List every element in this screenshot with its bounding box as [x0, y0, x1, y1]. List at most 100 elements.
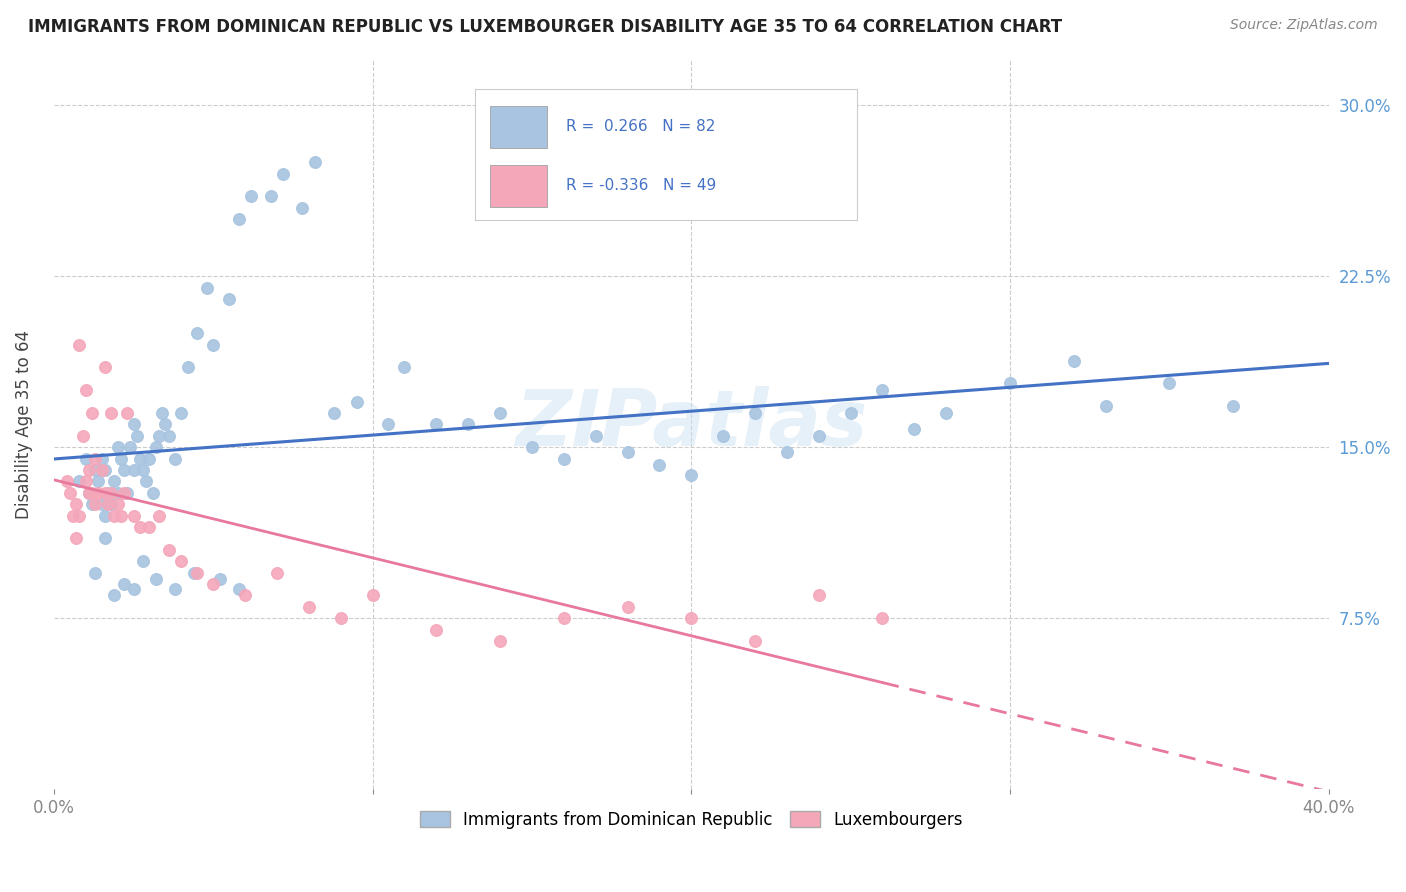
Point: [323, 406, 346, 420]
Point: [377, 417, 399, 432]
Point: [103, 589, 125, 603]
Point: [148, 429, 170, 443]
Point: [425, 623, 447, 637]
Point: [110, 451, 132, 466]
Point: [100, 406, 122, 420]
Legend: Immigrants from Dominican Republic, Luxembourgers: Immigrants from Dominican Republic, Luxe…: [413, 805, 969, 836]
Point: [585, 429, 607, 443]
Point: [1159, 376, 1181, 391]
Point: [839, 406, 862, 420]
Text: Source: ZipAtlas.com: Source: ZipAtlas.com: [1230, 18, 1378, 32]
Point: [176, 360, 198, 375]
Point: [87, 475, 110, 489]
Point: [1063, 353, 1085, 368]
Point: [132, 554, 155, 568]
Point: [94, 508, 117, 523]
Point: [110, 508, 132, 523]
Point: [202, 337, 225, 351]
Point: [346, 394, 368, 409]
Point: [304, 155, 326, 169]
Point: [195, 280, 218, 294]
Point: [94, 360, 117, 375]
Point: [266, 566, 288, 580]
Point: [394, 360, 416, 375]
Point: [361, 589, 384, 603]
Point: [259, 189, 281, 203]
Point: [170, 406, 193, 420]
Point: [648, 458, 671, 473]
Point: [80, 497, 103, 511]
Point: [115, 485, 138, 500]
Y-axis label: Disability Age 35 to 64: Disability Age 35 to 64: [15, 330, 32, 519]
Point: [298, 599, 321, 614]
Point: [112, 463, 135, 477]
Point: [681, 467, 703, 482]
Point: [67, 508, 90, 523]
Point: [94, 485, 117, 500]
Point: [115, 406, 138, 420]
Point: [122, 582, 145, 596]
Point: [520, 440, 543, 454]
Point: [202, 577, 225, 591]
Point: [65, 497, 87, 511]
Point: [872, 611, 894, 625]
Point: [59, 485, 82, 500]
Point: [90, 497, 112, 511]
Point: [186, 326, 208, 341]
Point: [150, 406, 173, 420]
Point: [84, 463, 107, 477]
Point: [90, 463, 112, 477]
Point: [157, 542, 180, 557]
Point: [553, 451, 575, 466]
Point: [128, 451, 150, 466]
Point: [998, 376, 1021, 391]
Point: [776, 444, 799, 458]
Point: [107, 497, 129, 511]
Point: [163, 451, 186, 466]
Point: [138, 520, 160, 534]
Point: [155, 417, 177, 432]
Point: [170, 554, 193, 568]
Point: [122, 463, 145, 477]
Point: [103, 475, 125, 489]
Point: [77, 485, 100, 500]
Point: [935, 406, 957, 420]
Point: [616, 599, 638, 614]
Point: [291, 201, 314, 215]
Point: [132, 463, 155, 477]
Point: [148, 508, 170, 523]
Point: [72, 429, 94, 443]
Text: IMMIGRANTS FROM DOMINICAN REPUBLIC VS LUXEMBOURGER DISABILITY AGE 35 TO 64 CORRE: IMMIGRANTS FROM DOMINICAN REPUBLIC VS LU…: [28, 18, 1063, 36]
Point: [65, 532, 87, 546]
Point: [138, 451, 160, 466]
Point: [208, 573, 231, 587]
Point: [271, 167, 294, 181]
Point: [94, 463, 117, 477]
Point: [711, 429, 734, 443]
Text: ZIPatlas: ZIPatlas: [515, 386, 868, 462]
Point: [240, 189, 263, 203]
Point: [80, 406, 103, 420]
Point: [489, 634, 512, 648]
Point: [94, 532, 117, 546]
Point: [681, 611, 703, 625]
Point: [157, 429, 180, 443]
Point: [67, 337, 90, 351]
Point: [744, 634, 766, 648]
Point: [1094, 399, 1116, 413]
Point: [77, 485, 100, 500]
Point: [807, 429, 830, 443]
Point: [228, 582, 250, 596]
Point: [125, 429, 148, 443]
Point: [142, 485, 165, 500]
Point: [145, 573, 167, 587]
Point: [128, 520, 150, 534]
Point: [97, 497, 120, 511]
Point: [183, 566, 205, 580]
Point: [80, 485, 103, 500]
Point: [62, 508, 84, 523]
Point: [75, 475, 97, 489]
Point: [84, 451, 107, 466]
Point: [90, 451, 112, 466]
Point: [163, 582, 186, 596]
